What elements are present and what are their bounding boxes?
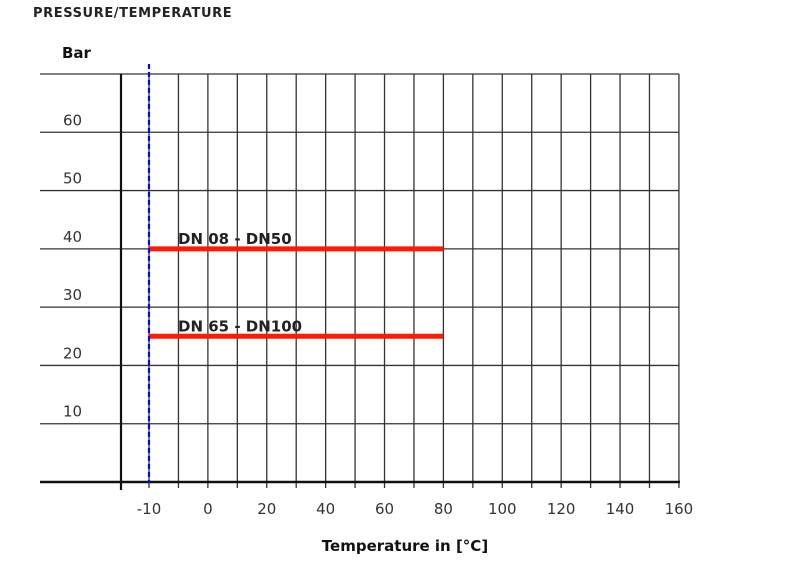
y-tick-label: 60 <box>63 111 82 129</box>
chart-title: PRESSURE/TEMPERATURE <box>33 6 233 21</box>
x-tick-label: 140 <box>606 500 635 518</box>
x-axis-label: Temperature in [°C] <box>322 537 488 555</box>
x-tick-label: 100 <box>488 500 517 518</box>
x-tick-label: 20 <box>257 500 276 518</box>
y-tick-label: 50 <box>63 170 82 188</box>
series-label-1: DN 08 - DN50 <box>178 230 292 248</box>
y-axis-label: Bar <box>62 44 92 62</box>
x-tick-label: 60 <box>375 500 394 518</box>
x-tick-label: 0 <box>203 500 213 518</box>
y-tick-label: 10 <box>63 403 82 421</box>
x-tick-label: -10 <box>137 500 162 518</box>
y-tick-label: 40 <box>63 228 82 246</box>
y-tick-label: 20 <box>63 344 82 362</box>
x-tick-label: 160 <box>665 500 694 518</box>
x-tick-label: 40 <box>316 500 335 518</box>
x-tick-label: 120 <box>547 500 576 518</box>
y-tick-label: 30 <box>63 286 82 304</box>
x-tick-label: 80 <box>434 500 453 518</box>
series-label-2: DN 65 - DN100 <box>178 317 302 335</box>
